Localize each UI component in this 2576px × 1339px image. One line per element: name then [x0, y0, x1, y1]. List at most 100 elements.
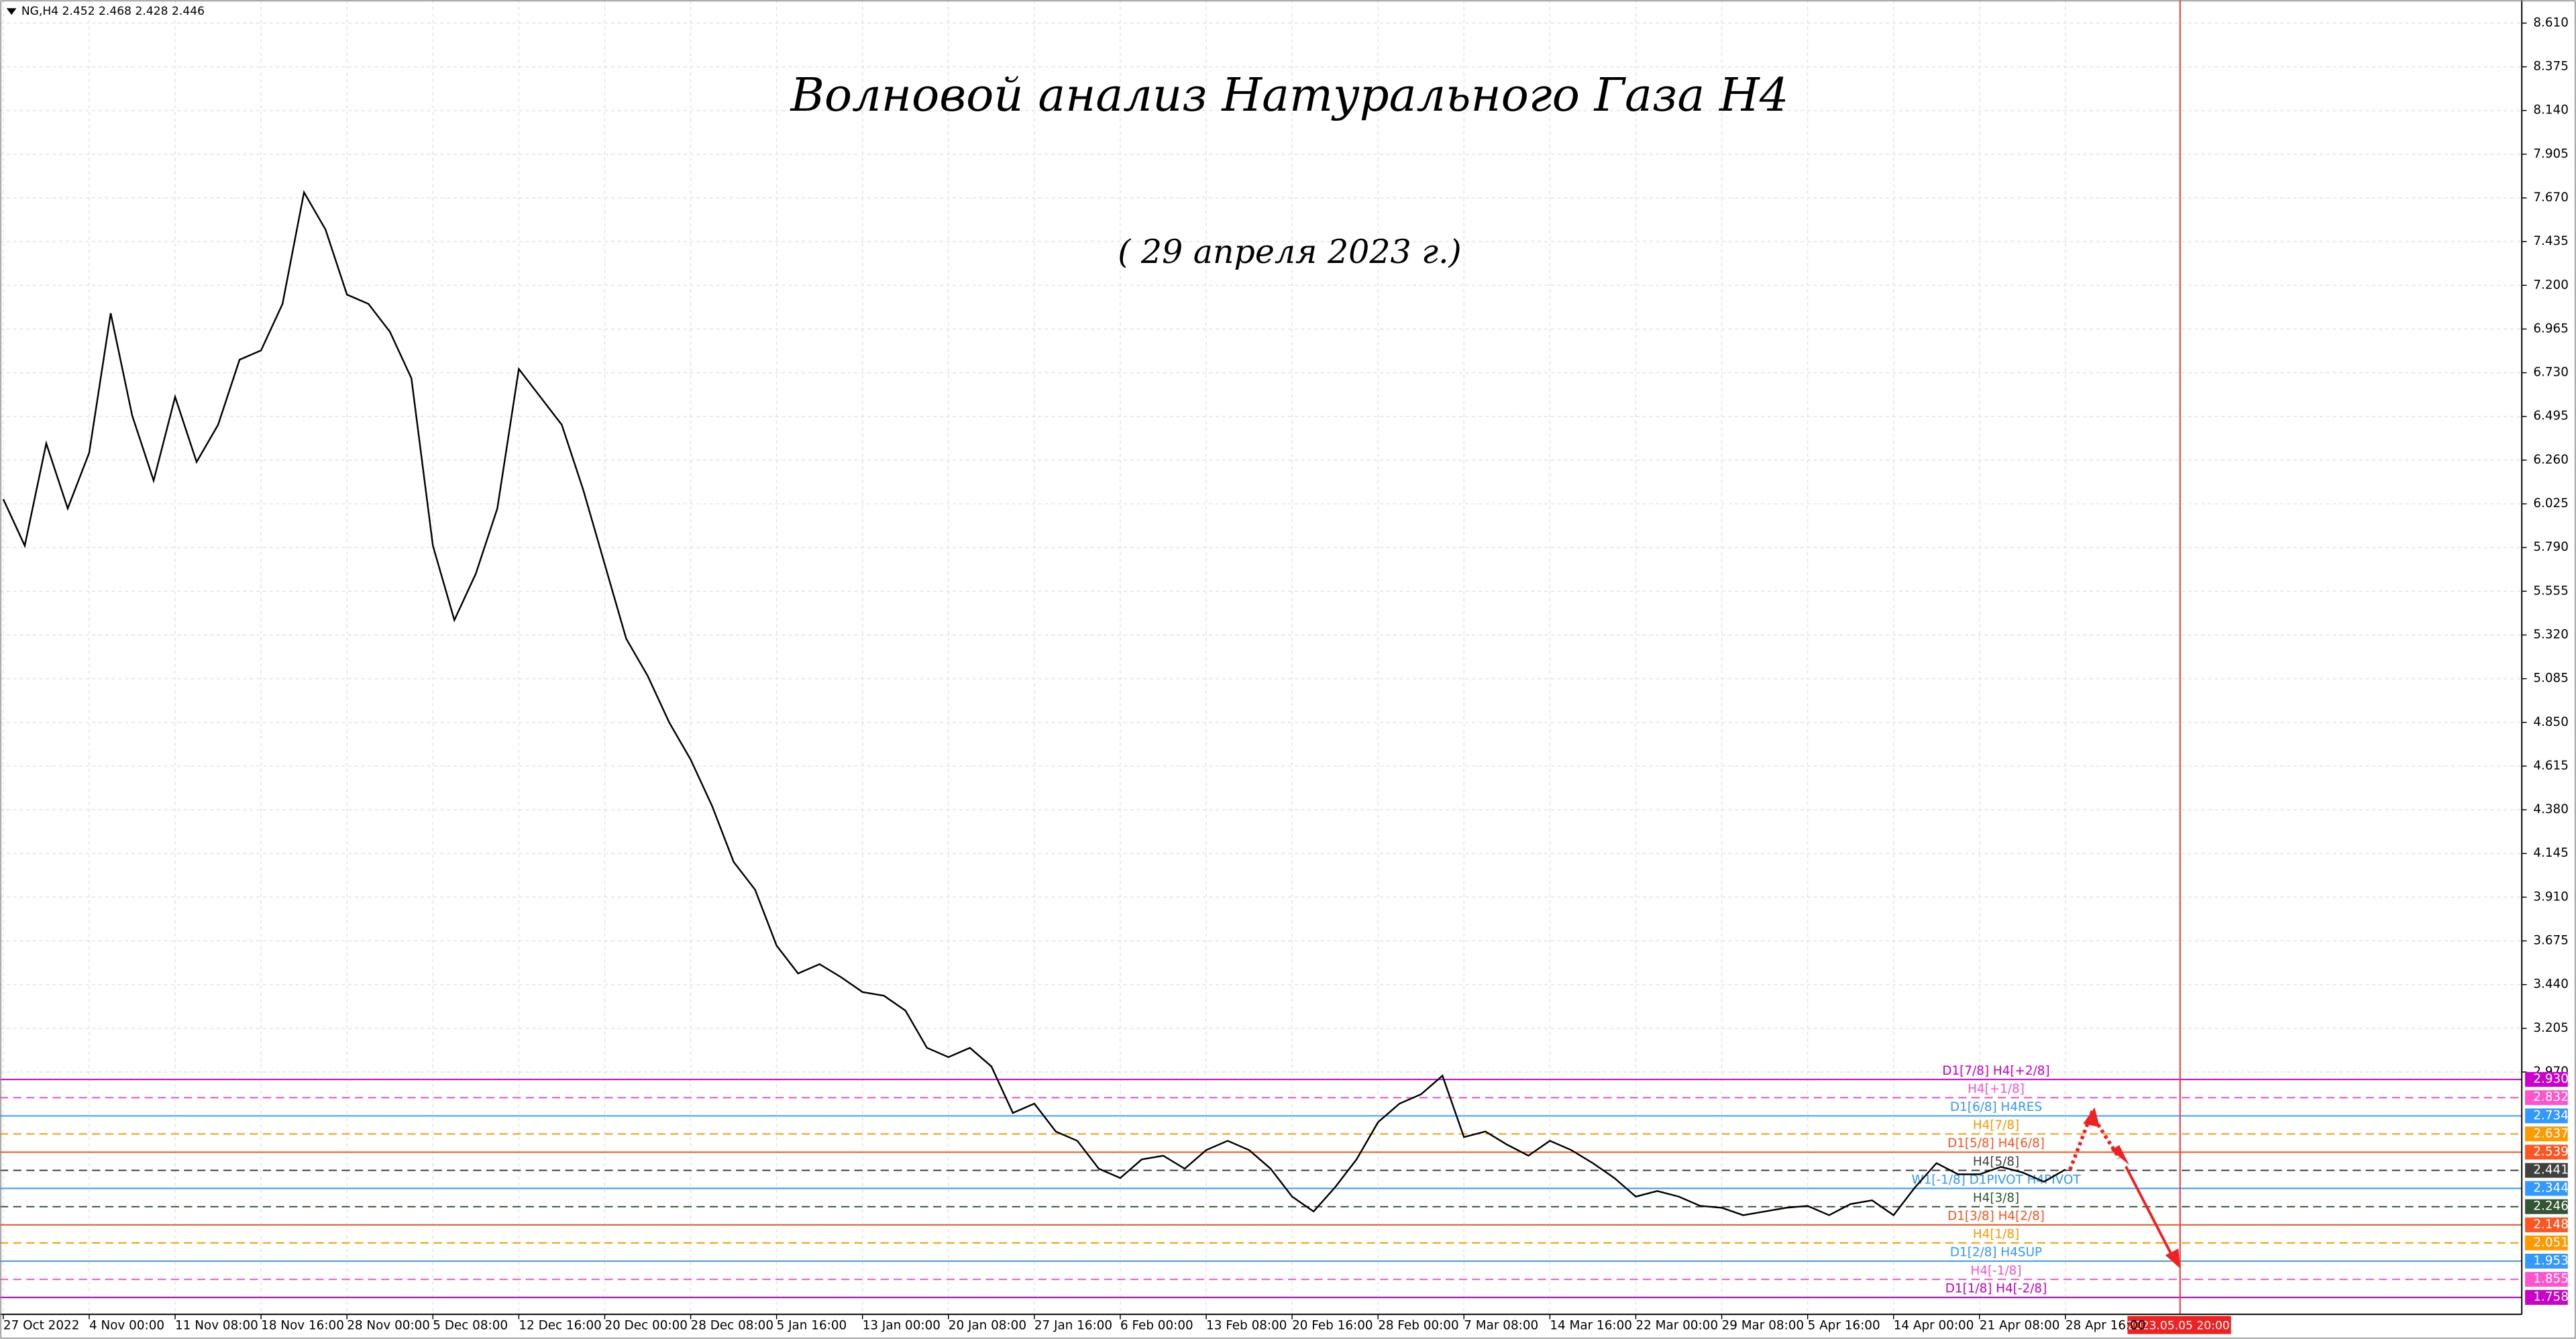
y-tick-label: 3.675: [2533, 934, 2569, 948]
arrowhead: [2083, 1107, 2100, 1128]
x-tick-label: 22 Mar 00:00: [1635, 1318, 1718, 1332]
level-price: 2.148: [2533, 1218, 2569, 1232]
axis-labels: 8.610 8.375 8.140 7.905 7.670 7.435 7.200 6.965…: [3, 15, 2569, 1332]
y-tick-label: 5.085: [2533, 672, 2569, 686]
y-tick-label: 3.205: [2533, 1021, 2569, 1035]
y-tick-label: 5.555: [2533, 584, 2569, 598]
y-tick-label: 3.440: [2533, 977, 2569, 992]
y-tick-label: 6.965: [2533, 321, 2569, 335]
level-price: 2.539: [2533, 1144, 2569, 1159]
level-label: W1[-1/8] D1PIVOT H4PIVOT: [1911, 1173, 2081, 1187]
level-label: H4[+1/8]: [1968, 1082, 2025, 1096]
x-tick-label: 29 Mar 08:00: [1722, 1318, 1805, 1332]
level-price: 2.441: [2533, 1163, 2569, 1177]
level-price: 2.344: [2533, 1181, 2569, 1195]
x-tick-label: 12 Dec 16:00: [519, 1318, 601, 1332]
level-label: D1[5/8] H4[6/8]: [1947, 1136, 2045, 1150]
level-price: 2.637: [2533, 1126, 2569, 1140]
x-tick-label: 11 Nov 08:00: [175, 1318, 258, 1332]
y-tick-label: 8.375: [2533, 60, 2569, 74]
y-tick-label: 4.145: [2533, 846, 2569, 860]
level-price-box: [2525, 1217, 2568, 1232]
price-line: [2, 190, 2066, 1217]
header: NG,H4 2.452 2.468 2.428 2.446: [21, 5, 205, 18]
level-label: H4[-1/8]: [1971, 1264, 2022, 1278]
y-tick-label: 6.260: [2533, 453, 2569, 467]
x-tick-label: 28 Nov 00:00: [347, 1318, 430, 1332]
level-price-box: [2525, 1253, 2568, 1269]
level-price-box: [2525, 1272, 2568, 1287]
x-tick-label: 20 Dec 00:00: [604, 1318, 687, 1332]
x-tick-label: 13 Jan 00:00: [863, 1318, 941, 1332]
x-tick-label: 21 Apr 08:00: [1980, 1318, 2060, 1332]
x-tick-label: 7 Mar 08:00: [1464, 1318, 1538, 1332]
menu-triangle: [6, 8, 17, 15]
y-tick-label: 5.320: [2533, 628, 2569, 642]
level-label: D1[1/8] H4[-2/8]: [1945, 1282, 2047, 1296]
levels: D1[7/8] H4[+2/8] H4[+1/8] D1[6/8] H4RES H4[…: [0, 1064, 2522, 1298]
x-tick-label: 13 Feb 08:00: [1206, 1318, 1287, 1332]
y-tick-label: 4.380: [2533, 802, 2569, 816]
series: [2, 190, 2066, 1217]
level-price: 2.832: [2533, 1090, 2569, 1104]
forecast-solid: [2125, 1165, 2175, 1259]
y-tick-label: 7.435: [2533, 234, 2569, 248]
x-tick-label: 14 Mar 16:00: [1550, 1318, 1632, 1332]
x-tick-label: 28 Dec 08:00: [691, 1318, 773, 1332]
level-price: 1.855: [2533, 1272, 2569, 1286]
x-tick-label: 28 Apr 16:00: [2065, 1318, 2146, 1332]
x-tick-label: 5 Dec 08:00: [433, 1318, 508, 1332]
y-tick-label: 8.140: [2533, 103, 2569, 117]
x-tick-label: 28 Feb 00:00: [1378, 1318, 1458, 1332]
future-marker: 2023.05.05 20:00: [2127, 1319, 2230, 1332]
y-tick-label: 7.670: [2533, 191, 2569, 205]
level-price-box: [2525, 1108, 2568, 1124]
level-price-box: [2525, 1090, 2568, 1106]
y-tick-label: 4.850: [2533, 715, 2569, 729]
level-label: H4[7/8]: [1973, 1118, 2019, 1132]
y-tick-label: 6.025: [2533, 496, 2569, 511]
level-price-box: [2525, 1144, 2568, 1160]
chart-title: Волновой анализ Натурального Газа H4: [789, 68, 1788, 122]
x-tick-label: 6 Feb 00:00: [1120, 1318, 1193, 1332]
level-label: D1[3/8] H4[2/8]: [1947, 1210, 2045, 1224]
y-tick-label: 6.495: [2533, 409, 2569, 423]
y-tick-label: 7.200: [2533, 278, 2569, 292]
x-tick-label: 18 Nov 16:00: [261, 1318, 344, 1332]
x-tick-label: 20 Feb 16:00: [1292, 1318, 1373, 1332]
y-tick-label: 8.610: [2533, 15, 2569, 30]
arrowhead: [2110, 1144, 2129, 1165]
future-marker-box: [2127, 1316, 2231, 1334]
level-price: 1.953: [2533, 1254, 2569, 1268]
y-tick-label: 5.790: [2533, 540, 2569, 554]
level-price: 2.734: [2533, 1108, 2569, 1122]
level-label: D1[2/8] H4SUP: [1950, 1246, 2042, 1260]
level-label: D1[6/8] H4RES: [1950, 1100, 2042, 1114]
y-tick-label: 6.730: [2533, 366, 2569, 380]
level-price-box: [2525, 1072, 2568, 1087]
level-label: D1[7/8] H4[+2/8]: [1942, 1064, 2049, 1078]
level-price-box: [2525, 1163, 2568, 1178]
y-tick-label: 3.910: [2533, 890, 2569, 904]
level-price: 2.051: [2533, 1236, 2569, 1250]
x-tick-label: 4 Nov 00:00: [89, 1318, 164, 1332]
level-price-box: [2525, 1235, 2568, 1250]
level-price-box: [2525, 1199, 2568, 1214]
x-tick-label: 27 Jan 16:00: [1034, 1318, 1112, 1332]
x-tick-label: 14 Apr 00:00: [1894, 1318, 1974, 1332]
grid: [0, 0, 2522, 1315]
x-tick-label: 20 Jan 08:00: [949, 1318, 1026, 1332]
forecast-arrows: [2068, 1107, 2180, 1269]
x-tick-label: 5 Apr 16:00: [1808, 1318, 1880, 1332]
y-tick-label: 7.905: [2533, 147, 2569, 161]
level-price: 2.246: [2533, 1199, 2569, 1214]
x-tick-label: 27 Oct 2022: [3, 1318, 80, 1332]
level-price-box: [2525, 1181, 2568, 1196]
level-label: H4[3/8]: [1973, 1191, 2019, 1205]
level-label: H4[5/8]: [1973, 1155, 2019, 1169]
level-price-box: [2525, 1126, 2568, 1142]
